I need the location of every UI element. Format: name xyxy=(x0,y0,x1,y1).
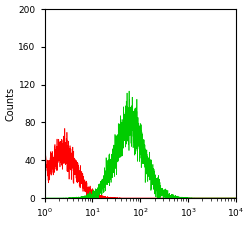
Y-axis label: Counts: Counts xyxy=(6,86,16,121)
